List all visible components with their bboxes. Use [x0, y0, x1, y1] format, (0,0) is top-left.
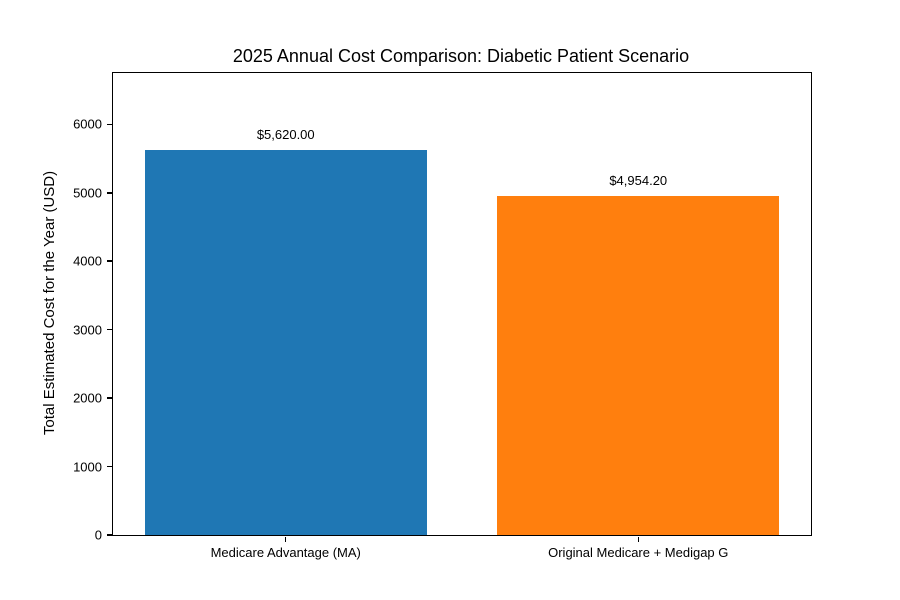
x-tick-label-1: Medicare Advantage (MA)	[210, 545, 361, 560]
y-tick-label-4: 3000	[73, 322, 102, 338]
y-tick-4	[106, 328, 112, 331]
y-tick-7	[106, 123, 112, 126]
y-tick-label-2: 1000	[73, 459, 102, 475]
y-tick-1	[106, 534, 112, 536]
y-tick-label-3: 2000	[73, 390, 102, 406]
y-tick-label-1: 0	[94, 527, 102, 543]
plot-area: $5,620.00 Medicare Advantage (MA) $4,954.2…	[73, 72, 812, 560]
y-tick-label-5: 4000	[73, 253, 102, 269]
y-axis-label: Total Estimated Cost for the Year (USD)	[41, 170, 58, 436]
y-tick-6	[106, 192, 112, 194]
y-tick-5	[106, 260, 112, 262]
x-tick-1	[284, 536, 287, 542]
y-tick-3	[106, 397, 112, 399]
bar-value-label-2: $4,954.20	[609, 172, 668, 188]
bar-2	[497, 195, 780, 535]
y-tick-2	[106, 465, 112, 468]
y-tick-label-7: 6000	[73, 116, 102, 132]
y-tick-label-6: 5000	[73, 185, 102, 201]
x-tick-label-2: Original Medicare + Medigap G	[548, 545, 729, 560]
bar-1	[144, 150, 427, 535]
chart-title: 2025 Annual Cost Comparison: Diabetic Pa…	[232, 46, 690, 66]
x-tick-2	[637, 536, 639, 542]
bar-value-label-1: $5,620.00	[256, 127, 315, 143]
